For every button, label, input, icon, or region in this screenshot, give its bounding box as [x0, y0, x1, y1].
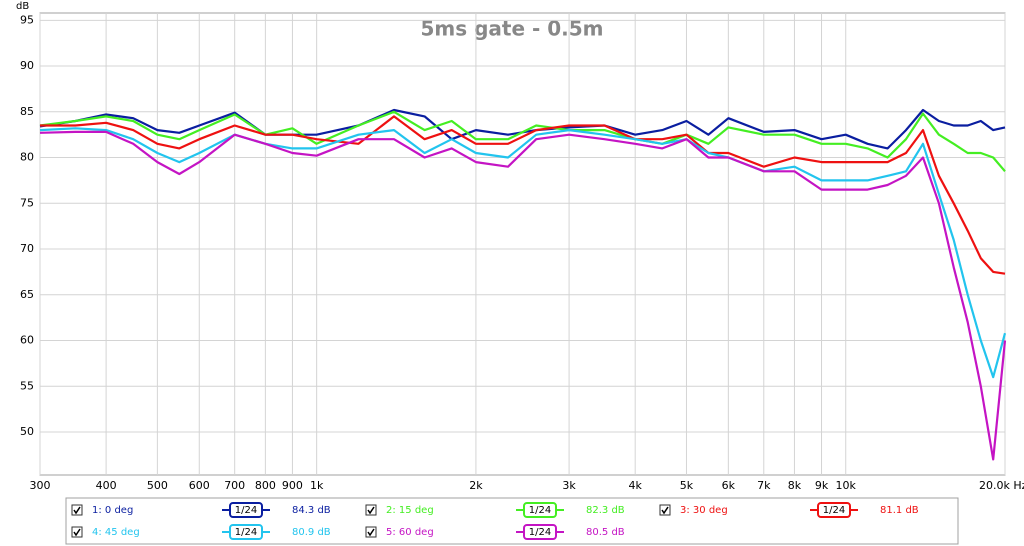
x-tick-label: 4k — [628, 479, 642, 492]
x-tick-label: 2k — [469, 479, 483, 492]
checkbox[interactable] — [659, 504, 671, 516]
smoothing-box[interactable] — [523, 524, 557, 540]
x-tick-label: 10k — [836, 479, 857, 492]
x-tick-label: 700 — [224, 479, 245, 492]
plot-area — [39, 12, 1006, 476]
x-tick-label: 5k — [680, 479, 694, 492]
legend-level: 81.1 dB — [880, 505, 919, 516]
x-tick-label: 9k — [815, 479, 829, 492]
legend-level: 84.3 dB — [292, 505, 331, 516]
checkbox[interactable] — [365, 504, 377, 516]
series-line — [39, 127, 1007, 379]
smoothing-box[interactable] — [817, 502, 851, 518]
legend-label: 4: 45 deg — [92, 527, 140, 538]
y-tick-label: 75 — [20, 196, 34, 209]
y-tick-label: 60 — [20, 334, 34, 347]
y-tick-label: 65 — [20, 288, 34, 301]
y-tick-label: 95 — [20, 13, 34, 26]
legend-level: 82.3 dB — [586, 505, 625, 516]
series-line — [40, 115, 1006, 275]
smoothing-box[interactable] — [229, 524, 263, 540]
smoothing-label: 1/24 — [529, 527, 551, 538]
x-tick-label: 20.0k Hz — [979, 479, 1024, 492]
checkbox-tick — [661, 506, 669, 515]
y-tick-label: 70 — [20, 242, 34, 255]
checkbox-tick — [73, 506, 81, 515]
y-tick-label: 85 — [20, 105, 34, 118]
smoothing-box[interactable] — [523, 502, 557, 518]
smoothing-label: 1/24 — [823, 505, 845, 516]
y-tick-label: 80 — [20, 151, 34, 164]
checkbox-tick — [367, 506, 375, 515]
legend-label: 2: 15 deg — [386, 505, 434, 516]
y-tick-label: 50 — [20, 425, 34, 438]
x-tick-label: 1k — [310, 479, 324, 492]
smoothing-label: 1/24 — [235, 505, 257, 516]
legend-label: 5: 60 deg — [386, 527, 434, 538]
checkbox[interactable] — [71, 526, 83, 538]
legend-level: 80.9 dB — [292, 527, 331, 538]
x-tick-label: 8k — [788, 479, 802, 492]
checkbox-tick — [73, 528, 81, 537]
x-tick-label: 400 — [96, 479, 117, 492]
x-tick-label: 6k — [722, 479, 736, 492]
y-tick-label: 90 — [20, 59, 34, 72]
smoothing-label: 1/24 — [529, 505, 551, 516]
checkbox-tick — [367, 528, 375, 537]
legend — [65, 497, 959, 545]
x-tick-label: 600 — [189, 479, 210, 492]
smoothing-label: 1/24 — [235, 527, 257, 538]
series-line — [39, 130, 1007, 461]
x-tick-label: 3k — [562, 479, 576, 492]
x-tick-label: 7k — [757, 479, 771, 492]
y-tick-label: 55 — [20, 379, 34, 392]
y-axis-label: dB — [16, 1, 29, 12]
x-tick-label: 500 — [147, 479, 168, 492]
checkbox[interactable] — [365, 526, 377, 538]
legend-label: 1: 0 deg — [92, 505, 133, 516]
smoothing-box[interactable] — [229, 502, 263, 518]
checkbox[interactable] — [71, 504, 83, 516]
x-tick-label: 300 — [30, 479, 51, 492]
series-line — [39, 110, 1006, 173]
x-tick-label: 900 — [282, 479, 303, 492]
legend-level: 80.5 dB — [586, 527, 625, 538]
legend-label: 3: 30 deg — [680, 505, 728, 516]
x-tick-label: 800 — [255, 479, 276, 492]
